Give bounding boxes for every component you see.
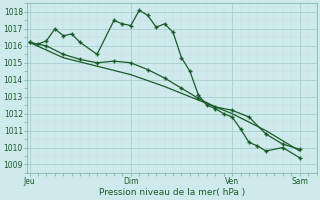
- X-axis label: Pression niveau de la mer( hPa ): Pression niveau de la mer( hPa ): [99, 188, 245, 197]
